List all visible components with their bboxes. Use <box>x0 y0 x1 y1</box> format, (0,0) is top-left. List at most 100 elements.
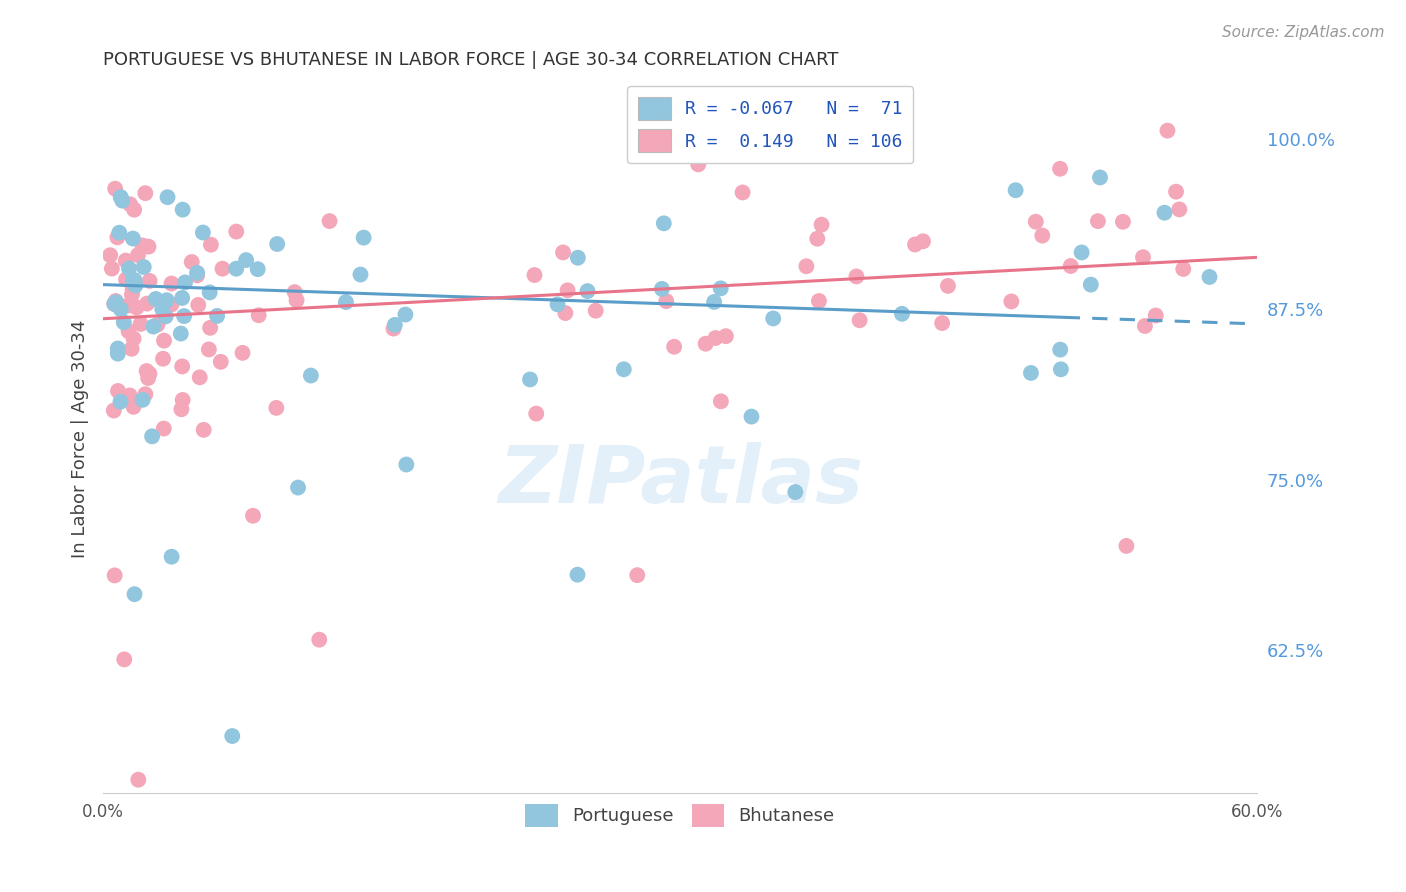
Point <box>209 355 232 369</box>
Point <box>714 329 737 343</box>
Point <box>225 261 247 276</box>
Point <box>1173 262 1195 277</box>
Point <box>524 407 547 421</box>
Point <box>384 318 406 332</box>
Point <box>1112 215 1135 229</box>
Text: Source: ZipAtlas.com: Source: ZipAtlas.com <box>1222 25 1385 40</box>
Point <box>125 301 148 315</box>
Point <box>105 230 128 244</box>
Point <box>150 302 173 317</box>
Point <box>110 302 132 317</box>
Point <box>155 310 177 324</box>
Point <box>114 253 136 268</box>
Point <box>1031 228 1053 243</box>
Point <box>122 332 145 346</box>
Point <box>1088 170 1111 185</box>
Point <box>112 652 135 666</box>
Point <box>118 261 141 276</box>
Point <box>104 293 127 308</box>
Point <box>810 218 832 232</box>
Point <box>120 197 142 211</box>
Point <box>172 359 194 374</box>
Point <box>160 549 183 564</box>
Point <box>688 157 710 171</box>
Point <box>198 343 221 357</box>
Point <box>186 268 208 283</box>
Point <box>247 308 270 322</box>
Point <box>242 508 264 523</box>
Point <box>118 388 141 402</box>
Point <box>626 568 648 582</box>
Point <box>193 423 215 437</box>
Point <box>152 351 174 366</box>
Point <box>103 403 125 417</box>
Point <box>1000 294 1022 309</box>
Point <box>221 729 243 743</box>
Point <box>557 283 579 297</box>
Point <box>576 284 599 298</box>
Point <box>122 202 145 217</box>
Point <box>145 292 167 306</box>
Point <box>710 281 733 295</box>
Point <box>131 238 153 252</box>
Point <box>1133 318 1156 333</box>
Point <box>266 237 288 252</box>
Point <box>107 346 129 360</box>
Point <box>101 261 124 276</box>
Point <box>127 248 149 262</box>
Point <box>107 342 129 356</box>
Text: PORTUGUESE VS BHUTANESE IN LABOR FORCE | AGE 30-34 CORRELATION CHART: PORTUGUESE VS BHUTANESE IN LABOR FORCE |… <box>103 51 838 69</box>
Point <box>1060 259 1083 273</box>
Point <box>1019 366 1042 380</box>
Point <box>103 297 125 311</box>
Point <box>284 285 307 299</box>
Point <box>104 182 127 196</box>
Point <box>200 237 222 252</box>
Point <box>156 293 179 308</box>
Point <box>1087 214 1109 228</box>
Point <box>1004 183 1026 197</box>
Text: ZIPatlas: ZIPatlas <box>498 442 863 520</box>
Point <box>287 481 309 495</box>
Point <box>1153 205 1175 219</box>
Point <box>299 368 322 383</box>
Point <box>1049 161 1071 176</box>
Point <box>111 194 134 208</box>
Point <box>107 384 129 398</box>
Point <box>551 245 574 260</box>
Point <box>1049 343 1071 357</box>
Point <box>585 303 607 318</box>
Point <box>211 261 233 276</box>
Point <box>1198 269 1220 284</box>
Point <box>172 392 194 407</box>
Point <box>1025 215 1047 229</box>
Point <box>172 291 194 305</box>
Point <box>112 315 135 329</box>
Point <box>98 248 121 262</box>
Point <box>198 321 221 335</box>
Point <box>138 274 160 288</box>
Point <box>160 277 183 291</box>
Point <box>225 225 247 239</box>
Point <box>124 273 146 287</box>
Point <box>1164 185 1187 199</box>
Point <box>142 319 165 334</box>
Point <box>523 268 546 282</box>
Point <box>762 311 785 326</box>
Point <box>121 342 143 356</box>
Point <box>124 587 146 601</box>
Point <box>796 259 818 273</box>
Point <box>353 230 375 244</box>
Point <box>567 567 589 582</box>
Point <box>318 214 340 228</box>
Point <box>186 266 208 280</box>
Point <box>180 255 202 269</box>
Point <box>198 285 221 300</box>
Point <box>173 309 195 323</box>
Point <box>936 278 959 293</box>
Legend: Portuguese, Bhutanese: Portuguese, Bhutanese <box>517 797 842 834</box>
Point <box>1168 202 1191 217</box>
Point <box>1070 245 1092 260</box>
Point <box>146 318 169 332</box>
Point <box>704 331 727 345</box>
